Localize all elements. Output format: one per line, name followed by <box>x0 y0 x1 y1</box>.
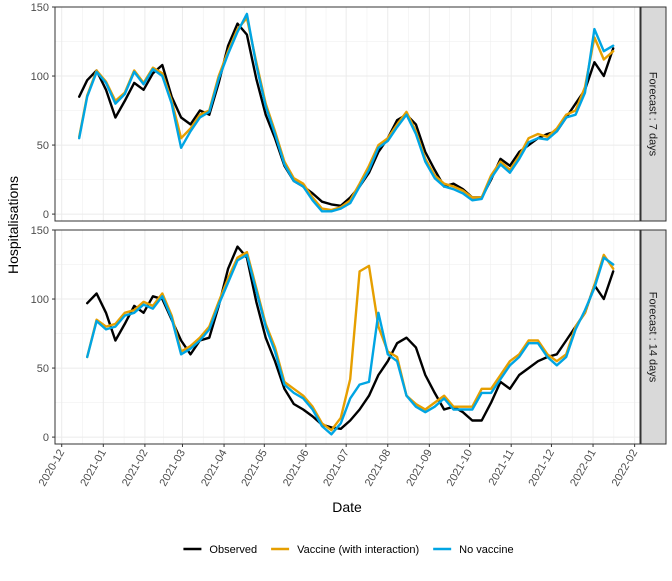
y-tick-label: 100 <box>31 294 49 306</box>
panel-2: 0 50 100 150 Forecast : 14 days <box>31 225 667 445</box>
legend-item: Observed <box>183 544 257 556</box>
y-axis-title: Hospitalisations <box>5 176 21 274</box>
y-tick-label: 150 <box>31 225 49 237</box>
y-tick-label: 50 <box>37 140 49 152</box>
y-tick-label: 0 <box>43 209 49 221</box>
facet-strip-label: Forecast : 7 days <box>647 72 659 157</box>
y-tick-label: 0 <box>43 432 49 444</box>
legend: Observed Vaccine (with interaction) No vac… <box>183 544 514 556</box>
panel-border <box>54 6 641 222</box>
legend-label: No vaccine <box>459 544 513 556</box>
facet-strip <box>640 229 667 445</box>
panels: 0 50 100 150 Forecast : 7 days 0 50 100 150 Forec… <box>31 2 667 445</box>
facet-strip <box>640 6 667 222</box>
facet-strip-label: Forecast : 14 days <box>647 292 659 383</box>
legend-label: Vaccine (with interaction) <box>297 544 419 556</box>
y-tick-label: 100 <box>31 71 49 83</box>
legend-item: No vaccine <box>433 544 514 556</box>
panel-background <box>55 230 640 444</box>
y-tick-label: 50 <box>37 363 49 375</box>
series-line-no-vaccine <box>85 253 615 436</box>
panel-background <box>55 7 640 221</box>
series-line-no-vaccine <box>77 12 615 213</box>
legend-label: Observed <box>209 544 257 556</box>
panel-border <box>54 229 641 445</box>
x-axis-title: Date <box>332 499 362 515</box>
panel-1: 0 50 100 150 Forecast : 7 days <box>31 2 667 222</box>
y-tick-label: 150 <box>31 2 49 14</box>
legend-item: Vaccine (with interaction) <box>271 544 419 556</box>
